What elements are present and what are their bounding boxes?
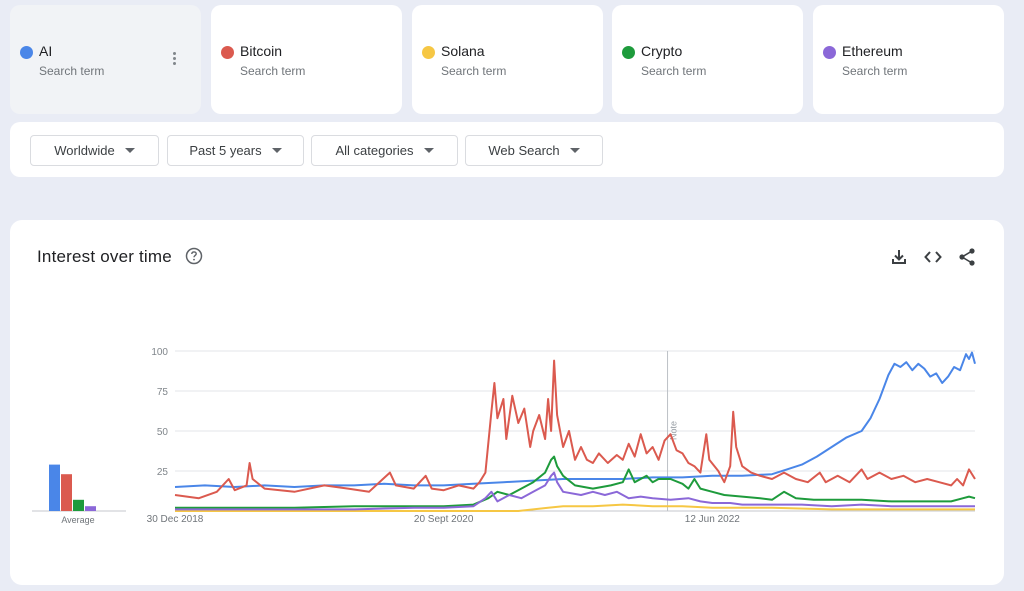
dropdown-arrow-icon [271, 148, 282, 153]
help-circle-icon[interactable] [185, 247, 203, 265]
term-name: Solana [441, 43, 485, 59]
series-line-solana [175, 503, 975, 512]
period-dropdown[interactable]: Past 5 years [167, 135, 304, 166]
share-icon[interactable] [957, 247, 977, 267]
dropdown-arrow-icon [569, 148, 580, 153]
term-type-label: Search term [39, 64, 105, 78]
average-bar-bitcoin [61, 474, 72, 511]
term-card-ai[interactable]: AI Search term [10, 5, 201, 114]
y-tick-label: 100 [151, 347, 168, 358]
dropdown-arrow-icon [124, 148, 135, 153]
search-type-value: Web Search [488, 143, 560, 158]
term-name: Ethereum [842, 43, 903, 59]
term-type-label: Search term [641, 64, 707, 78]
y-tick-label: 75 [157, 387, 169, 398]
term-name: Crypto [641, 43, 683, 59]
series-line-ai [174, 351, 976, 488]
average-bar-ethereum [85, 506, 96, 511]
term-type-label: Search term [441, 64, 507, 78]
dropdown-arrow-icon [423, 148, 434, 153]
download-icon[interactable] [889, 247, 909, 267]
series-line-ethereum [175, 471, 975, 511]
region-value: Worldwide [54, 143, 115, 158]
term-card-solana[interactable]: Solana Search term [412, 5, 603, 114]
x-tick-label: 20 Sept 2020 [414, 514, 474, 525]
y-tick-label: 50 [157, 427, 169, 438]
average-bar-crypto [73, 499, 84, 511]
term-type-label: Search term [842, 64, 908, 78]
term-card-ethereum[interactable]: Ethereum Search term [813, 5, 1004, 114]
term-name: AI [39, 43, 53, 59]
search-terms-row: AI Search term Bitcoin Search term Solan… [10, 5, 1004, 115]
panel-title: Interest over time [37, 247, 172, 266]
average-label: Average [61, 515, 94, 525]
series-color-dot [823, 46, 836, 59]
y-tick-label: 25 [157, 467, 169, 478]
series-color-dot [622, 46, 635, 59]
filter-bar: Worldwide Past 5 years All categories We… [10, 122, 1004, 177]
term-name: Bitcoin [240, 43, 283, 59]
more-vert-icon[interactable] [173, 52, 177, 68]
category-value: All categories [335, 143, 414, 158]
term-type-label: Search term [240, 64, 306, 78]
series-color-dot [20, 46, 33, 59]
average-bar-ai [49, 464, 60, 511]
category-dropdown[interactable]: All categories [311, 135, 458, 166]
region-dropdown[interactable]: Worldwide [30, 135, 159, 166]
period-value: Past 5 years [189, 143, 262, 158]
embed-code-icon[interactable] [923, 247, 943, 267]
series-color-dot [422, 46, 435, 59]
search-type-dropdown[interactable]: Web Search [465, 135, 603, 166]
x-tick-label: 12 Jun 2022 [685, 514, 740, 525]
series-line-crypto [175, 455, 976, 509]
term-card-crypto[interactable]: Crypto Search term [612, 5, 803, 114]
term-card-bitcoin[interactable]: Bitcoin Search term [211, 5, 402, 114]
interest-over-time-panel: Interest over time [10, 220, 1004, 585]
note-marker-label: Note [669, 421, 679, 440]
series-line-bitcoin [174, 359, 976, 500]
series-color-dot [221, 46, 234, 59]
x-tick-label: 30 Dec 2018 [147, 514, 204, 525]
